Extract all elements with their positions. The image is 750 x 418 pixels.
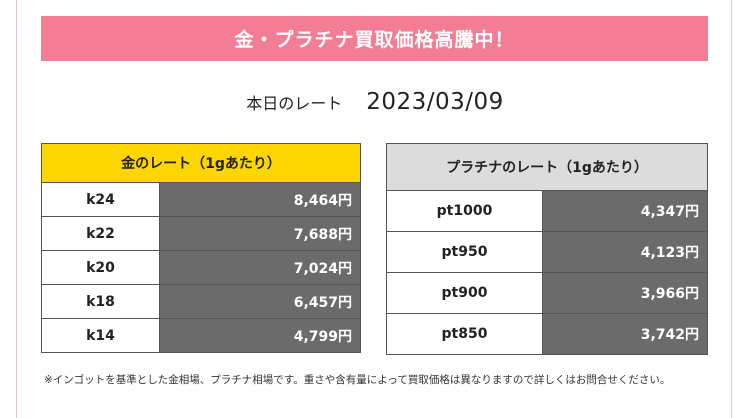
rate-date-row: 本日のレート 2023/03/09 bbox=[0, 84, 750, 120]
platinum-grade-name: pt850 bbox=[386, 313, 543, 355]
table-row: pt900 3,966円 bbox=[386, 272, 708, 314]
platinum-grade-price: 4,123円 bbox=[542, 231, 708, 273]
gold-grade-price: 8,464円 bbox=[159, 182, 361, 217]
promo-banner-text: 金・プラチナ買取価格高騰中！ bbox=[234, 29, 515, 51]
platinum-rate-title: プラチナのレート（1gあたり） bbox=[386, 143, 708, 191]
gold-grade-price: 4,799円 bbox=[159, 318, 361, 353]
gold-grade-name: k24 bbox=[41, 182, 160, 217]
table-row: k22 7,688円 bbox=[41, 216, 361, 251]
gold-grade-name: k14 bbox=[41, 318, 160, 353]
gold-grade-price: 7,688円 bbox=[159, 216, 361, 251]
gold-grade-price: 7,024円 bbox=[159, 250, 361, 285]
gold-grade-price: 6,457円 bbox=[159, 284, 361, 319]
platinum-grade-price: 3,742円 bbox=[542, 313, 708, 355]
table-row: pt950 4,123円 bbox=[386, 231, 708, 273]
gold-grade-name: k22 bbox=[41, 216, 160, 251]
platinum-grade-name: pt950 bbox=[386, 231, 543, 273]
platinum-rate-table: プラチナのレート（1gあたり） pt1000 4,347円 pt950 4,12… bbox=[386, 143, 708, 355]
table-row: k20 7,024円 bbox=[41, 250, 361, 285]
platinum-grade-name: pt900 bbox=[386, 272, 543, 314]
gold-grade-name: k18 bbox=[41, 284, 160, 319]
gold-grade-name: k20 bbox=[41, 250, 160, 285]
table-row: pt850 3,742円 bbox=[386, 313, 708, 355]
table-row: k24 8,464円 bbox=[41, 182, 361, 217]
promo-banner: 金・プラチナ買取価格高騰中！ bbox=[41, 16, 708, 61]
frame-border-left bbox=[16, 0, 17, 418]
rate-date-value: 2023/03/09 bbox=[366, 89, 504, 115]
platinum-grade-name: pt1000 bbox=[386, 190, 543, 232]
table-row: k14 4,799円 bbox=[41, 318, 361, 353]
gold-rate-table: 金のレート（1gあたり） k24 8,464円 k22 7,688円 k20 7… bbox=[41, 143, 361, 353]
platinum-grade-price: 3,966円 bbox=[542, 272, 708, 314]
table-row: k18 6,457円 bbox=[41, 284, 361, 319]
disclaimer-note: ※インゴットを基準とした金相場、プラチナ相場です。重さや含有量によって買取価格は… bbox=[44, 374, 671, 386]
frame-border-right bbox=[731, 0, 732, 418]
platinum-grade-price: 4,347円 bbox=[542, 190, 708, 232]
table-row: pt1000 4,347円 bbox=[386, 190, 708, 232]
gold-rate-title: 金のレート（1gあたり） bbox=[41, 143, 361, 183]
rate-date-label: 本日のレート bbox=[246, 94, 343, 113]
